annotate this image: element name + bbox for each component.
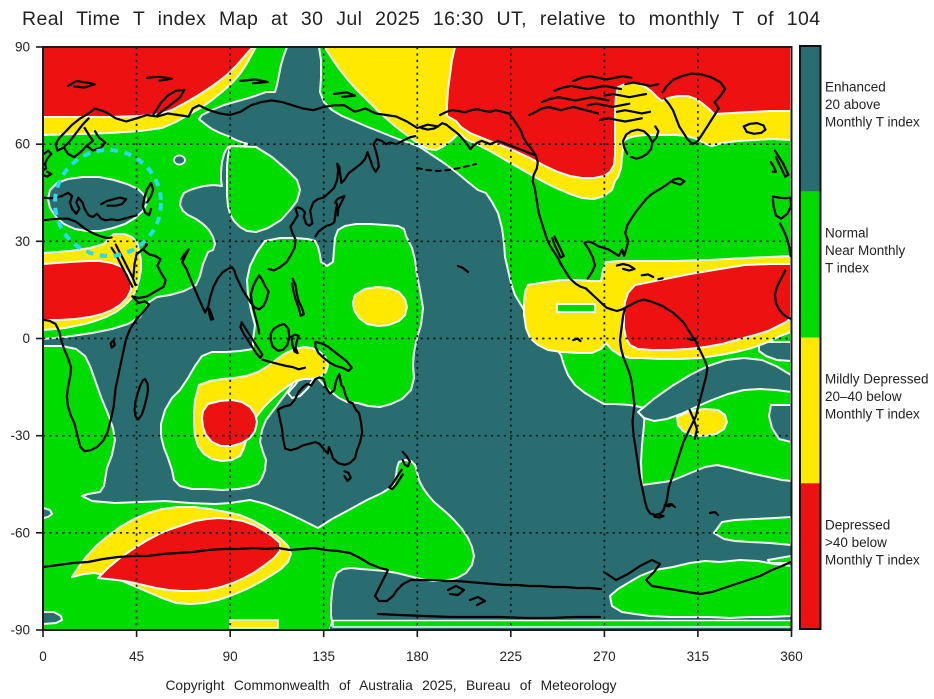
svg-text:270: 270 <box>593 649 616 664</box>
svg-text:Mildly Depressed: Mildly Depressed <box>825 372 929 387</box>
svg-text:T index: T index <box>825 261 869 276</box>
svg-text:Enhanced: Enhanced <box>825 80 886 95</box>
svg-text:-30: -30 <box>10 428 30 443</box>
svg-text:225: 225 <box>500 649 523 664</box>
svg-text:20–40 below: 20–40 below <box>825 389 902 404</box>
svg-text:0: 0 <box>39 649 47 664</box>
svg-text:135: 135 <box>312 649 335 664</box>
svg-text:0: 0 <box>22 331 30 346</box>
svg-text:180: 180 <box>406 649 429 664</box>
svg-text:315: 315 <box>687 649 710 664</box>
svg-text:>40 below: >40 below <box>825 535 887 550</box>
svg-text:60: 60 <box>15 137 30 152</box>
svg-text:-60: -60 <box>10 525 30 540</box>
svg-text:90: 90 <box>223 649 238 664</box>
svg-text:90: 90 <box>15 40 30 55</box>
svg-text:-90: -90 <box>10 623 30 638</box>
svg-text:20 above: 20 above <box>825 97 881 112</box>
svg-text:Copyright Commonwealth of Aust: Copyright Commonwealth of Australia 2025… <box>165 678 616 693</box>
svg-text:360: 360 <box>780 649 803 664</box>
svg-text:45: 45 <box>129 649 144 664</box>
svg-text:Monthly T index: Monthly T index <box>825 115 920 130</box>
svg-text:Near Monthly: Near Monthly <box>825 243 906 258</box>
svg-text:Normal: Normal <box>825 226 869 241</box>
svg-text:Real Time T index Map at 30 Ju: Real Time T index Map at 30 Jul 2025 16:… <box>22 8 821 30</box>
svg-text:Monthly T index: Monthly T index <box>825 407 920 422</box>
svg-text:Monthly T index: Monthly T index <box>825 553 920 568</box>
svg-text:30: 30 <box>15 234 30 249</box>
svg-text:Depressed: Depressed <box>825 518 890 533</box>
